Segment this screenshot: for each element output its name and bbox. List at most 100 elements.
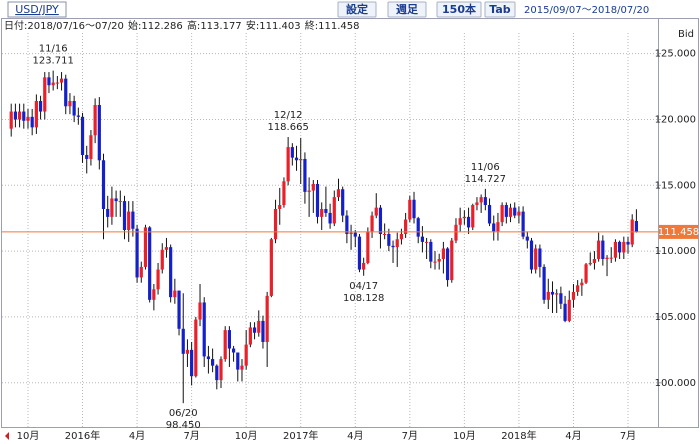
x-tick-label: 4月 (347, 430, 363, 442)
y-tick-label: 115.000 (655, 180, 696, 191)
candle-body (227, 330, 231, 349)
candle-body (534, 248, 538, 270)
candle-body (164, 247, 169, 250)
annotation-date: 11/16 (39, 44, 68, 55)
candle-body (357, 236, 362, 270)
annotation-date: 11/06 (471, 162, 500, 173)
annotation-value: 108.128 (343, 293, 384, 304)
candle-body (72, 101, 76, 116)
candle-body (26, 116, 30, 121)
x-tick-label: 7月 (620, 430, 636, 442)
candle-body (303, 158, 307, 192)
candle-body (362, 262, 366, 270)
candle-body (307, 190, 311, 192)
candle-body (500, 205, 504, 223)
candle-body (496, 222, 500, 232)
candle-body (43, 77, 47, 112)
candle-body (433, 261, 437, 263)
candle-body (466, 216, 471, 228)
x-tick-label: 10月 (17, 430, 40, 442)
candle-body (588, 262, 592, 265)
candle-body (169, 247, 173, 298)
candle-body (135, 228, 139, 278)
candle-body (110, 198, 114, 217)
candle-body (38, 101, 43, 112)
candle-body (269, 239, 273, 296)
info-close: 111.458 (318, 21, 359, 32)
candle-body (59, 78, 64, 83)
candle-body (454, 224, 458, 241)
candle-body (332, 197, 336, 224)
candle-body (194, 319, 198, 377)
candle-body (517, 211, 521, 216)
candle-body (211, 359, 215, 366)
candle-body (80, 116, 85, 155)
candle-body (416, 218, 420, 237)
toolbar-button[interactable] (484, 1, 516, 18)
info-open-label: 始: (128, 19, 141, 32)
info-high: 113.177 (200, 21, 241, 32)
candle-body (156, 269, 160, 290)
symbol-tab[interactable] (7, 1, 67, 18)
candle-body (609, 257, 613, 259)
annotation-date: 04/17 (349, 281, 378, 292)
symbol-tab-label[interactable]: USD/JPY (15, 3, 59, 16)
candle-body (185, 349, 190, 354)
candle-body (445, 248, 450, 281)
y-tick-label: 100.000 (655, 378, 696, 389)
candle-body (85, 155, 89, 159)
candle-body (567, 299, 571, 321)
info-low-label: 安: (246, 19, 259, 32)
info-line: 日付:2018/07/16〜07/20 始:112.286 高:113.177 … (4, 19, 360, 32)
last-price-label: 111.458 (658, 227, 699, 238)
candle-body (597, 240, 601, 260)
candle-body (248, 327, 252, 345)
scroll-left[interactable] (5, 432, 9, 440)
candle-body (286, 147, 290, 182)
candle-body (462, 216, 466, 219)
candle-body (55, 82, 59, 84)
toolbar-button[interactable] (436, 1, 482, 18)
candle-body (580, 282, 584, 286)
toolbar-button[interactable] (337, 1, 377, 18)
candle-body (122, 201, 127, 231)
candle-body (30, 116, 34, 128)
candle-body (148, 227, 152, 300)
x-tick-label: 10月 (453, 430, 476, 442)
candle-body (492, 223, 496, 232)
candle-body (471, 205, 475, 228)
candle-body (273, 208, 278, 240)
toolbar-button-label[interactable]: 週足 (396, 2, 419, 16)
candle-body (341, 189, 345, 216)
candle-body (223, 330, 227, 360)
candle-body (404, 219, 408, 234)
candle-body (420, 236, 425, 242)
toolbar-button-label[interactable]: 150本 (442, 2, 476, 16)
candle-body (571, 291, 576, 300)
annotation-value: 123.711 (32, 56, 73, 67)
candle-body (336, 189, 341, 198)
candle-body (299, 158, 303, 161)
candle-body (206, 356, 211, 360)
price-type: Bid (678, 29, 694, 40)
candle-body (22, 111, 26, 121)
candle-body (320, 208, 324, 217)
candle-body (219, 359, 223, 381)
x-tick-label: 2016年 (65, 429, 100, 442)
candle-body (521, 211, 525, 237)
candle-body (618, 241, 622, 253)
candle-body (252, 327, 257, 333)
toolbar-button-label[interactable]: Tab (489, 3, 511, 16)
candle-body (550, 291, 555, 295)
candle-body (101, 160, 106, 209)
candle-body (483, 197, 487, 206)
annotation-value: 118.665 (267, 122, 308, 133)
candle-body (542, 266, 546, 300)
x-tick-label: 4月 (129, 430, 145, 442)
candle-body (559, 293, 563, 304)
candle-body (437, 259, 441, 262)
candle-body (458, 218, 462, 225)
toolbar-button[interactable] (387, 1, 427, 18)
toolbar-button-label[interactable]: 設定 (346, 2, 368, 16)
candle-body (353, 232, 357, 237)
